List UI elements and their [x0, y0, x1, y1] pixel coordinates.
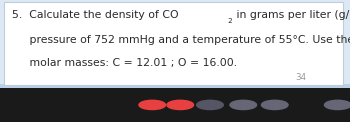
Text: pressure of 752 mmHg and a temperature of 55°C. Use the: pressure of 752 mmHg and a temperature o…	[12, 35, 350, 45]
Circle shape	[197, 100, 223, 110]
Bar	[0, 88, 350, 122]
Text: molar masses: C = 12.01 ; O = 16.00.: molar masses: C = 12.01 ; O = 16.00.	[12, 58, 237, 68]
Text: in grams per liter (g/L) at a: in grams per liter (g/L) at a	[233, 10, 350, 20]
Circle shape	[261, 100, 288, 110]
Circle shape	[139, 100, 166, 110]
Bar	[0, 84, 350, 88]
Text: 5.  Calculate the density of CO: 5. Calculate the density of CO	[12, 10, 179, 20]
Text: 34: 34	[296, 73, 307, 82]
Text: 2: 2	[227, 18, 232, 24]
Circle shape	[324, 100, 350, 110]
Circle shape	[230, 100, 257, 110]
Circle shape	[167, 100, 194, 110]
FancyBboxPatch shape	[4, 2, 343, 85]
